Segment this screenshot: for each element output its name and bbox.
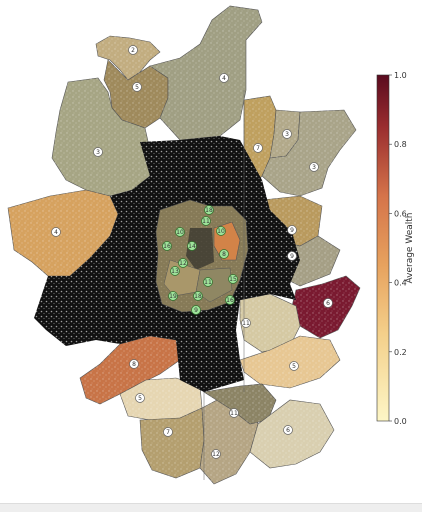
center-label: 15 <box>229 276 237 283</box>
center-label: 14 <box>188 243 196 250</box>
center-label-circle <box>178 258 188 268</box>
region-label-circle <box>219 73 229 83</box>
region-label: 12 <box>212 451 220 458</box>
colorbar-tick-label: 0.6 <box>394 209 407 218</box>
center-label-circle <box>162 241 172 251</box>
center-label-circle <box>170 266 180 276</box>
region-labels: 2 5 4 3 4 7 3 3 9 9 6 11 5 8 5 7 12 11 6 <box>51 45 333 459</box>
colorbar-tick-label: 0.2 <box>394 348 407 357</box>
colorbar-ticks: 1.0 0.8 0.6 0.4 0.2 0.0 <box>389 71 407 426</box>
region-label-circle <box>323 298 333 308</box>
region-label: 3 <box>285 131 289 138</box>
region-label-circle <box>287 251 297 261</box>
region-label-circle <box>229 408 239 418</box>
region-label-circle <box>283 425 293 435</box>
region-label: 6 <box>286 427 290 434</box>
region-label: 3 <box>96 149 100 156</box>
region-label: 11 <box>242 320 250 327</box>
region-label-circle <box>128 45 138 55</box>
region-label-circle <box>241 318 251 328</box>
center-label: 8 <box>222 251 226 258</box>
region-label: 3 <box>312 164 316 171</box>
center-label-circle <box>191 305 201 315</box>
center-label: 16 <box>163 243 171 250</box>
region-label: 7 <box>256 145 260 152</box>
center-label-circle <box>219 249 229 259</box>
region-label-circle <box>211 449 221 459</box>
region-label-circle <box>289 361 299 371</box>
center-label: 18 <box>205 207 213 214</box>
region-label-circle <box>132 82 142 92</box>
center-label: 9 <box>194 307 198 314</box>
center-label: 18 <box>194 293 202 300</box>
center-label-circle <box>228 274 238 284</box>
center-label: 11 <box>204 279 212 286</box>
region-label: 6 <box>326 300 330 307</box>
colorbar-tick-label: 0.4 <box>394 279 407 288</box>
center-label: 12 <box>179 260 187 267</box>
region-label-circle <box>309 162 319 172</box>
bottom-strip <box>0 503 422 512</box>
center-label: 10 <box>176 229 184 236</box>
colorbar: 1.0 0.8 0.6 0.4 0.2 0.0 Average Wealth <box>376 71 415 426</box>
center-label-circle <box>203 277 213 287</box>
region-label: 5 <box>138 395 142 402</box>
region-label: 2 <box>131 47 135 54</box>
region-label: 7 <box>166 429 170 436</box>
region-label: 8 <box>132 361 136 368</box>
region-label-circle <box>135 393 145 403</box>
center-label-circle <box>175 227 185 237</box>
center-label: 16 <box>226 297 234 304</box>
center-label-circle <box>216 226 226 236</box>
center-label: 11 <box>202 218 210 225</box>
region-label-circle <box>51 227 61 237</box>
center-label: 19 <box>169 293 177 300</box>
region-label-circle <box>163 427 173 437</box>
region-label: 5 <box>292 363 296 370</box>
region-label: 4 <box>222 75 226 82</box>
region-label-circle <box>93 147 103 157</box>
center-label-circle <box>204 205 214 215</box>
center-label-circle <box>225 295 235 305</box>
region-label-circle <box>253 143 263 153</box>
region-label: 11 <box>230 410 238 417</box>
center-label-circle <box>201 216 211 226</box>
center-label: 10 <box>217 228 225 235</box>
colorbar-title: Average Wealth <box>405 213 415 284</box>
center-labels: 18 10 11 16 12 14 10 8 13 19 18 15 16 11 9 <box>162 205 238 315</box>
center-label-circle <box>187 241 197 251</box>
colorbar-tick-label: 0.8 <box>394 140 407 149</box>
region-label-circle <box>129 359 139 369</box>
region-label-circle <box>287 225 297 235</box>
colorbar-tick-label: 0.0 <box>394 417 407 426</box>
center-label-circle <box>193 291 203 301</box>
center-label-circle <box>168 291 178 301</box>
region-label: 4 <box>54 229 58 236</box>
region-label: 9 <box>290 227 294 234</box>
colorbar-tick-label: 1.0 <box>394 71 407 80</box>
center-label: 13 <box>171 268 179 275</box>
region-label-circle <box>282 129 292 139</box>
region-label: 5 <box>135 84 139 91</box>
colorbar-gradient <box>376 74 390 422</box>
region-boundaries <box>203 90 245 480</box>
region-label: 9 <box>290 253 294 260</box>
